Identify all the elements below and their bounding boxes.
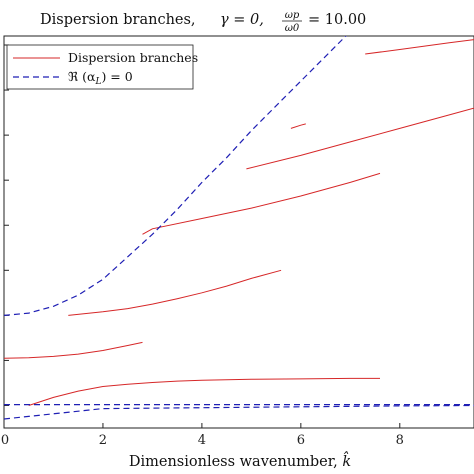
re-alpha-zero-curve-2	[4, 404, 474, 420]
chart-title-fraction-numerator: ωp	[285, 10, 300, 21]
axis-ticks	[3, 44, 401, 428]
dispersion-branch-1	[28, 377, 380, 406]
chart-title-tail: = 10.00	[308, 12, 366, 28]
dispersion-branch-6	[290, 123, 306, 129]
x-axis-label: Dimensionless wavenumber, k̂	[129, 451, 351, 470]
chart-title-lead: Dispersion branches,	[40, 12, 196, 28]
axes-frame	[3, 35, 474, 429]
chart-title-gamma: γ = 0,	[220, 12, 264, 28]
chart-title: Dispersion branches, γ = 0, ωp ω0 = 10.0…	[40, 10, 366, 34]
x-tick-label: 8	[396, 433, 404, 448]
dispersion-branch-4	[142, 172, 381, 235]
x-tick-label: 0	[1, 433, 9, 448]
re-alpha-zero-curve-1	[4, 36, 347, 316]
x-tick-label: 2	[99, 433, 107, 448]
plot-lines	[4, 36, 474, 420]
dispersion-branch-3	[68, 269, 282, 316]
legend-label-re-alpha: ℜ (αL) = 0	[68, 69, 133, 87]
legend: Dispersion branches ℜ (αL) = 0	[6, 44, 198, 90]
x-tick-labels: 0 2 4 6 8	[1, 433, 404, 448]
x-tick-label: 4	[198, 433, 206, 448]
x-tick-label: 6	[297, 433, 305, 448]
dispersion-branch-7	[365, 39, 474, 55]
dispersion-branch-2	[4, 341, 143, 359]
dispersion-branch-5	[246, 107, 474, 170]
legend-label-dispersion: Dispersion branches	[68, 50, 198, 65]
chart-title-fraction-denominator: ω0	[285, 23, 300, 34]
legend-box	[6, 44, 194, 90]
